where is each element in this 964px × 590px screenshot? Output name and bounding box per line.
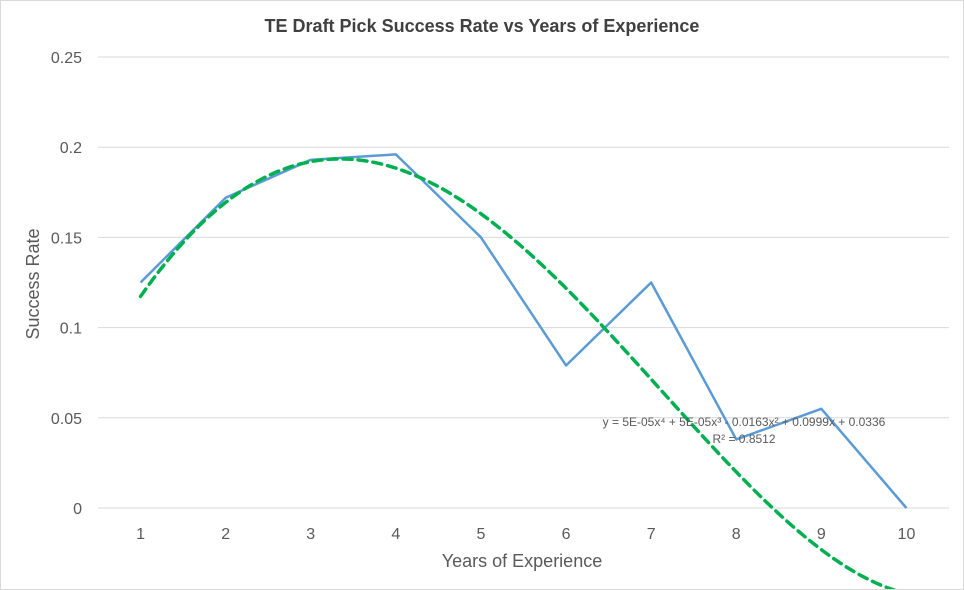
y-tick-label: 0.1 — [60, 321, 82, 338]
y-tick-label: 0.05 — [51, 411, 82, 428]
x-tick-label: 6 — [562, 526, 571, 543]
x-tick-label: 4 — [391, 526, 400, 543]
y-tick-label: 0 — [73, 501, 82, 518]
gridlines — [98, 56, 949, 509]
x-tick-label: 7 — [647, 526, 656, 543]
x-tick-label: 10 — [898, 526, 916, 543]
x-tick-label: 8 — [732, 526, 741, 543]
x-tick-label: 9 — [817, 526, 826, 543]
trendline-layer — [138, 157, 897, 589]
x-tick-label: 1 — [136, 526, 145, 543]
x-axis-tick-labels: 1 2 3 4 5 6 7 8 9 10 — [136, 526, 915, 543]
trendline-equation: y = 5E-05x⁴ + 5E-05x³ - 0.0163x² + 0.099… — [603, 415, 886, 429]
series-line — [139, 153, 908, 509]
series-layer — [139, 153, 908, 509]
y-axis-title: Success Rate — [23, 228, 43, 339]
trendline-r-squared: R² = 0.8512 — [712, 432, 775, 446]
y-tick-label: 0.15 — [51, 230, 82, 247]
x-tick-label: 3 — [306, 526, 315, 543]
x-tick-label: 2 — [221, 526, 230, 543]
y-tick-label: 0.25 — [51, 50, 82, 67]
x-axis-title: Years of Experience — [442, 551, 602, 571]
chart-title: TE Draft Pick Success Rate vs Years of E… — [265, 16, 700, 36]
trendline — [138, 157, 897, 589]
x-tick-label: 5 — [476, 526, 485, 543]
y-axis-tick-labels: 0 0.05 0.1 0.15 0.2 0.25 — [51, 50, 82, 518]
y-tick-label: 0.2 — [60, 140, 82, 157]
